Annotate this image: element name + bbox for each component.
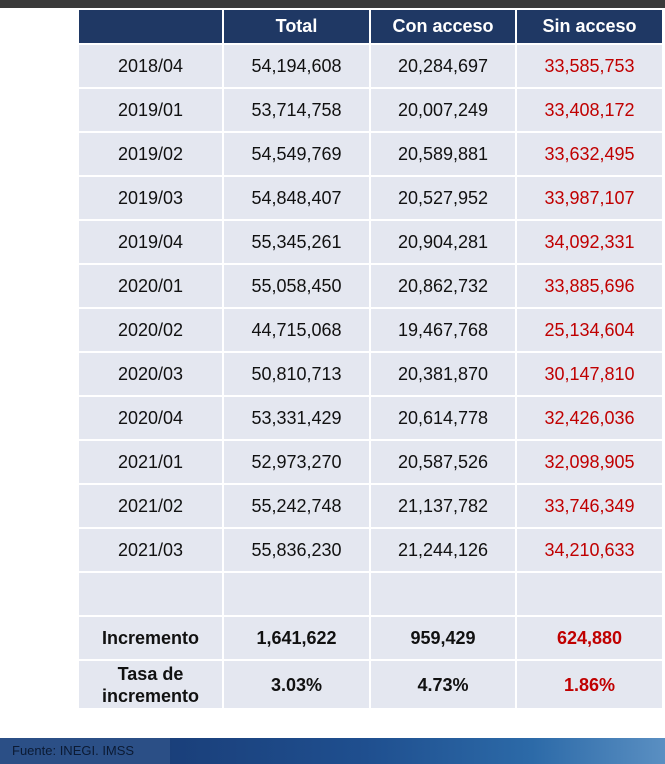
row: 2019/04 55,345,261 20,904,281 34,092,331 bbox=[77, 219, 664, 265]
cell: 33,885,696 bbox=[515, 263, 664, 309]
source: Fuente: INEGI. IMSS bbox=[12, 743, 135, 758]
cell: 20,284,697 bbox=[369, 43, 517, 89]
row: 2018/04 54,194,608 20,284,697 33,585,753 bbox=[77, 43, 664, 89]
row: 2019/02 54,549,769 20,589,881 33,632,495 bbox=[77, 131, 664, 177]
row: 2021/01 52,973,270 20,587,526 32,098,905 bbox=[77, 439, 664, 485]
cell: 2021/01 bbox=[77, 439, 224, 485]
cell: 21,137,782 bbox=[369, 483, 517, 529]
cell: 55,836,230 bbox=[222, 527, 371, 573]
cell: 25,134,604 bbox=[515, 307, 664, 353]
cell bbox=[515, 571, 664, 617]
header-row: Total Con acceso Sin acceso bbox=[77, 8, 664, 45]
header-cell: Sin acceso bbox=[515, 8, 664, 45]
cell: 53,331,429 bbox=[222, 395, 371, 441]
cell: 55,058,450 bbox=[222, 263, 371, 309]
cell: 20,381,870 bbox=[369, 351, 517, 397]
cell: 2020/02 bbox=[77, 307, 224, 353]
cell bbox=[222, 571, 371, 617]
cell: 2019/04 bbox=[77, 219, 224, 265]
row: 2019/03 54,848,407 20,527,952 33,987,107 bbox=[77, 175, 664, 221]
row: 2021/02 55,242,748 21,137,782 33,746,349 bbox=[77, 483, 664, 529]
row: 2021/03 55,836,230 21,244,126 34,210,633 bbox=[77, 527, 664, 573]
cell: 50,810,713 bbox=[222, 351, 371, 397]
cell: 2019/01 bbox=[77, 87, 224, 133]
cell: 4.73% bbox=[369, 659, 517, 710]
cell: 3.03% bbox=[222, 659, 371, 710]
cell: 55,242,748 bbox=[222, 483, 371, 529]
cell bbox=[369, 571, 517, 617]
cell: 32,098,905 bbox=[515, 439, 664, 485]
cell: 20,007,249 bbox=[369, 87, 517, 133]
cell: 2021/03 bbox=[77, 527, 224, 573]
cell: 30,147,810 bbox=[515, 351, 664, 397]
row: 2020/04 53,331,429 20,614,778 32,426,036 bbox=[77, 395, 664, 441]
cell: 2020/01 bbox=[77, 263, 224, 309]
row: 2019/01 53,714,758 20,007,249 33,408,172 bbox=[77, 87, 664, 133]
cell: 20,904,281 bbox=[369, 219, 517, 265]
cell: 20,614,778 bbox=[369, 395, 517, 441]
cell: 54,194,608 bbox=[222, 43, 371, 89]
cell: 33,585,753 bbox=[515, 43, 664, 89]
cell: 624,880 bbox=[515, 615, 664, 661]
top-bar bbox=[0, 0, 665, 8]
cell bbox=[77, 571, 224, 617]
cell: 959,429 bbox=[369, 615, 517, 661]
cell: 20,862,732 bbox=[369, 263, 517, 309]
cell: 20,589,881 bbox=[369, 131, 517, 177]
cell: 33,746,349 bbox=[515, 483, 664, 529]
cell: 2020/04 bbox=[77, 395, 224, 441]
cell: 2021/02 bbox=[77, 483, 224, 529]
cell: 54,549,769 bbox=[222, 131, 371, 177]
cell: 54,848,407 bbox=[222, 175, 371, 221]
header-cell: Total bbox=[222, 8, 371, 45]
footer-block bbox=[0, 738, 170, 764]
cell: 2019/03 bbox=[77, 175, 224, 221]
cell: 19,467,768 bbox=[369, 307, 517, 353]
summary-row: Incremento 1,641,622 959,429 624,880 bbox=[77, 615, 664, 661]
cell: 55,345,261 bbox=[222, 219, 371, 265]
row: 2020/02 44,715,068 19,467,768 25,134,604 bbox=[77, 307, 664, 353]
cell: 20,587,526 bbox=[369, 439, 517, 485]
row: 2020/03 50,810,713 20,381,870 30,147,810 bbox=[77, 351, 664, 397]
footer: Fuente: INEGI. IMSS bbox=[0, 738, 665, 764]
cell: 34,092,331 bbox=[515, 219, 664, 265]
cell: 53,714,758 bbox=[222, 87, 371, 133]
summary-row: Tasa de incremento 3.03% 4.73% 1.86% bbox=[77, 659, 664, 710]
cell: 2019/02 bbox=[77, 131, 224, 177]
cell: 2018/04 bbox=[77, 43, 224, 89]
cell: 52,973,270 bbox=[222, 439, 371, 485]
cell: 44,715,068 bbox=[222, 307, 371, 353]
cell: Tasa de incremento bbox=[77, 659, 224, 710]
cell: 20,527,952 bbox=[369, 175, 517, 221]
cell: 33,632,495 bbox=[515, 131, 664, 177]
data-table: Total Con acceso Sin acceso 2018/04 54,194,… bbox=[77, 8, 664, 710]
cell: 32,426,036 bbox=[515, 395, 664, 441]
cell: 33,987,107 bbox=[515, 175, 664, 221]
cell: 34,210,633 bbox=[515, 527, 664, 573]
header-cell bbox=[77, 8, 224, 45]
row: 2020/01 55,058,450 20,862,732 33,885,696 bbox=[77, 263, 664, 309]
cell: 1,641,622 bbox=[222, 615, 371, 661]
cell: 33,408,172 bbox=[515, 87, 664, 133]
header-cell: Con acceso bbox=[369, 8, 517, 45]
cell: 1.86% bbox=[515, 659, 664, 710]
cell: 21,244,126 bbox=[369, 527, 517, 573]
cell: 2020/03 bbox=[77, 351, 224, 397]
cell: Incremento bbox=[77, 615, 224, 661]
empty-row bbox=[77, 571, 664, 617]
